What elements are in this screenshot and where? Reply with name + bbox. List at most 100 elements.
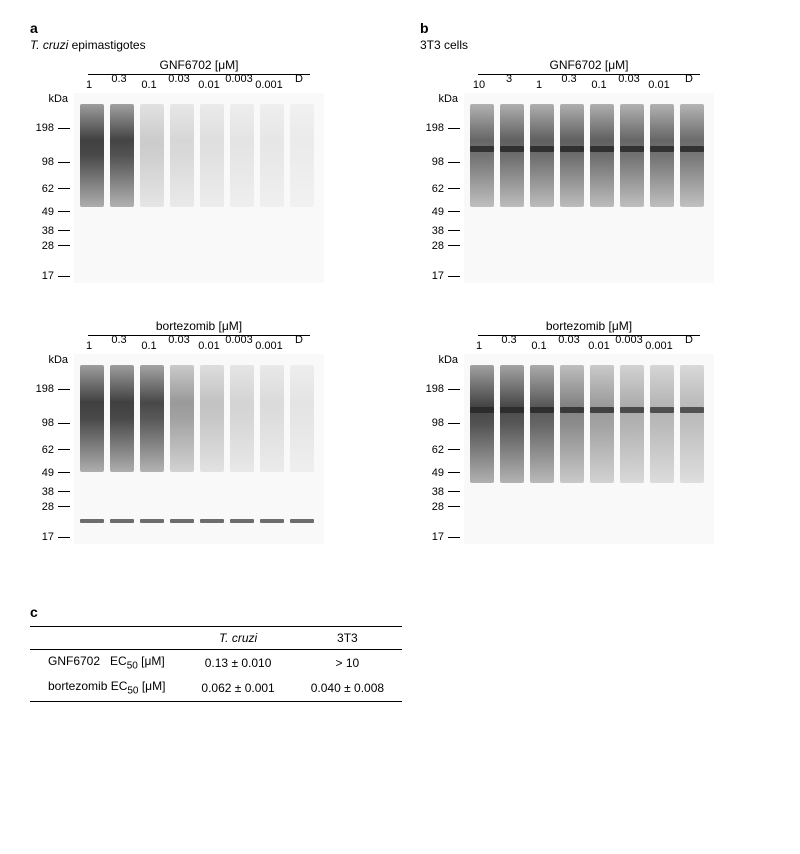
panel-a-title: T. cruzi epimastigotes — [30, 38, 380, 52]
gel-lane — [138, 93, 166, 283]
gel-lane — [648, 354, 676, 544]
gel-smear — [140, 104, 164, 207]
concentration-label: 0.003 — [224, 334, 254, 346]
concentration-label: 0.1 — [134, 340, 164, 352]
western-blot: GNF6702 [μM]10310.30.10.030.01DkDa198986… — [420, 58, 770, 299]
concentration-label: 10 — [464, 79, 494, 91]
compound-label: GNF6702 [μM] — [74, 58, 324, 72]
gel-wrap: kDa198986249382817 — [420, 354, 770, 560]
gel-smear — [200, 104, 224, 207]
concentration-label: 0.3 — [104, 334, 134, 346]
panel-b-title: 3T3 cells — [420, 38, 770, 52]
gel-lane — [168, 354, 196, 544]
gel-lane — [678, 354, 706, 544]
gel-smear — [650, 104, 674, 207]
concentration-label: 3 — [494, 73, 524, 85]
gel-band — [680, 146, 704, 152]
gel-smear — [290, 365, 314, 471]
mw-ladder: kDa198986249382817 — [30, 354, 74, 560]
gel-band — [590, 407, 614, 413]
gel-lane — [198, 354, 226, 544]
gel-lane — [618, 354, 646, 544]
gel-band — [470, 407, 494, 413]
gel-band-17kda — [80, 519, 104, 523]
gel-smear — [530, 365, 554, 483]
ladder-marker: 49 — [432, 466, 460, 480]
gel-smear — [560, 104, 584, 207]
gel-smear — [260, 104, 284, 207]
gel-smear — [80, 365, 104, 471]
table-header: T. cruzi — [183, 627, 292, 650]
cell-tcruzi: 0.13 ± 0.010 — [183, 650, 292, 676]
cell-tcruzi: 0.062 ± 0.001 — [183, 675, 292, 701]
concentration-label: 0.01 — [194, 79, 224, 91]
gel-smear — [530, 104, 554, 207]
row-label: bortezomib EC50 [μM] — [30, 675, 183, 701]
compound-label: bortezomib [μM] — [464, 319, 714, 333]
gel-image — [74, 93, 324, 283]
concentration-row: 10.30.10.030.010.0030.001D — [74, 338, 324, 350]
mw-ladder: kDa198986249382817 — [420, 93, 464, 299]
gel-band-17kda — [200, 519, 224, 523]
ladder-marker: 62 — [42, 443, 70, 457]
concentration-label: D — [284, 334, 314, 346]
gel-lane — [108, 93, 136, 283]
gel-lane — [558, 354, 586, 544]
ladder-marker: 49 — [432, 205, 460, 219]
panel-c: c T. cruzi3T3 GNF6702 EC50 [μM]0.13 ± 0.… — [30, 604, 770, 702]
gel-lane — [258, 354, 286, 544]
gel-band-17kda — [260, 519, 284, 523]
panel-a-label: a — [30, 20, 380, 36]
gel-lane — [498, 354, 526, 544]
concentration-label: 0.1 — [134, 79, 164, 91]
western-blot: bortezomib [μM]10.30.10.030.010.0030.001… — [30, 319, 380, 560]
gel-lane — [288, 354, 316, 544]
gel-lane — [618, 93, 646, 283]
gel-smear — [470, 104, 494, 207]
gel-lane — [258, 93, 286, 283]
gel-band — [470, 146, 494, 152]
gel-smear — [680, 365, 704, 483]
concentration-label: 0.003 — [224, 73, 254, 85]
gel-smear — [110, 365, 134, 471]
concentration-label: 0.3 — [104, 73, 134, 85]
gel-lane — [528, 354, 556, 544]
concentration-label: 0.03 — [164, 73, 194, 85]
ladder-marker: 28 — [432, 239, 460, 253]
concentration-label: D — [284, 73, 314, 85]
western-blot: bortezomib [μM]10.30.10.030.010.0030.001… — [420, 319, 770, 560]
gel-image — [74, 354, 324, 544]
gel-lane — [228, 354, 256, 544]
gel-band-17kda — [290, 519, 314, 523]
ladder-marker: 49 — [42, 466, 70, 480]
ladder-marker: 198 — [426, 121, 460, 135]
gel-smear — [170, 104, 194, 207]
concentration-label: 0.03 — [554, 334, 584, 346]
ladder-marker: 98 — [432, 155, 460, 169]
gel-smear — [290, 104, 314, 207]
gel-smear — [620, 365, 644, 483]
ladder-marker: 28 — [42, 239, 70, 253]
table-header: 3T3 — [293, 627, 402, 650]
table-row: GNF6702 EC50 [μM]0.13 ± 0.010> 10 — [30, 650, 402, 676]
ladder-marker: 17 — [432, 530, 460, 544]
concentration-label: D — [674, 73, 704, 85]
ladder-marker: 28 — [432, 500, 460, 514]
panel-a-blots: GNF6702 [μM] 10.30.10.030.010.0030.001D kD… — [30, 58, 380, 560]
gel-lane — [288, 93, 316, 283]
ladder-unit: kDa — [48, 93, 70, 105]
mw-ladder: kDa198986249382817 — [420, 354, 464, 560]
gel-lane — [138, 354, 166, 544]
gel-band — [530, 146, 554, 152]
gel-band — [530, 407, 554, 413]
gel-smear — [650, 365, 674, 483]
gel-wrap: kDa198986249382817 — [30, 354, 380, 560]
table-row: bortezomib EC50 [μM]0.062 ± 0.0010.040 ±… — [30, 675, 402, 701]
gel-lane — [228, 93, 256, 283]
gel-smear — [230, 365, 254, 471]
gel-lane — [558, 93, 586, 283]
ladder-marker: 17 — [432, 269, 460, 283]
concentration-label: 0.1 — [584, 79, 614, 91]
ladder-marker: 62 — [432, 443, 460, 457]
concentration-label: 0.01 — [194, 340, 224, 352]
